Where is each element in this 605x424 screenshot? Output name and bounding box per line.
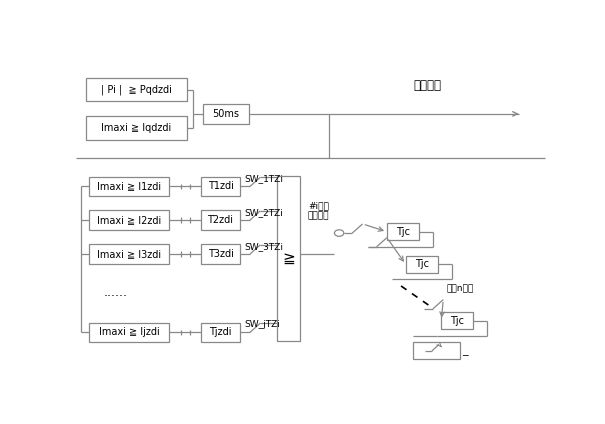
- Text: SW_3TZi: SW_3TZi: [244, 242, 283, 251]
- Bar: [86, 116, 187, 139]
- Text: Imaxi ≧ I3zdi: Imaxi ≧ I3zdi: [97, 249, 161, 259]
- Text: _: _: [462, 346, 468, 356]
- Bar: [442, 312, 473, 329]
- Text: | Pi |  ≧ Pqdzdi: | Pi | ≧ Pqdzdi: [101, 84, 172, 95]
- Bar: [387, 223, 419, 240]
- Bar: [413, 343, 460, 360]
- Bar: [201, 244, 240, 264]
- Bar: [201, 323, 240, 342]
- Text: Tjzdi: Tjzdi: [209, 327, 232, 338]
- Text: Imaxi ≧ Iqdzdi: Imaxi ≧ Iqdzdi: [101, 123, 171, 133]
- Bar: [89, 176, 169, 196]
- Text: SW_jTZi: SW_jTZi: [244, 320, 280, 329]
- Bar: [86, 78, 187, 101]
- Text: SW_1TZi: SW_1TZi: [244, 174, 283, 183]
- Text: T1zdi: T1zdi: [208, 181, 234, 191]
- Text: SW_2TZi: SW_2TZi: [244, 208, 283, 217]
- Text: Imaxi ≧ Ijzdi: Imaxi ≧ Ijzdi: [99, 327, 160, 338]
- Text: 过载启动: 过载启动: [413, 79, 441, 92]
- Bar: [201, 176, 240, 196]
- Text: （共n轮）: （共n轮）: [446, 285, 473, 294]
- Text: ≧: ≧: [282, 251, 295, 266]
- Text: T2zdi: T2zdi: [208, 215, 234, 225]
- Bar: [277, 176, 299, 341]
- Bar: [203, 104, 249, 124]
- Text: #i过载
联切投入: #i过载 联切投入: [308, 201, 329, 220]
- Bar: [89, 210, 169, 230]
- Bar: [201, 210, 240, 230]
- Text: Tjc: Tjc: [396, 227, 410, 237]
- Text: ······: ······: [103, 290, 128, 303]
- Bar: [406, 256, 437, 273]
- Bar: [89, 323, 169, 342]
- Text: T3zdi: T3zdi: [208, 249, 234, 259]
- Text: Imaxi ≧ I2zdi: Imaxi ≧ I2zdi: [97, 215, 161, 225]
- Text: 50ms: 50ms: [212, 109, 240, 119]
- Text: Tjc: Tjc: [414, 259, 429, 269]
- Text: Tjc: Tjc: [450, 315, 464, 326]
- Bar: [89, 244, 169, 264]
- Text: Imaxi ≧ I1zdi: Imaxi ≧ I1zdi: [97, 181, 161, 191]
